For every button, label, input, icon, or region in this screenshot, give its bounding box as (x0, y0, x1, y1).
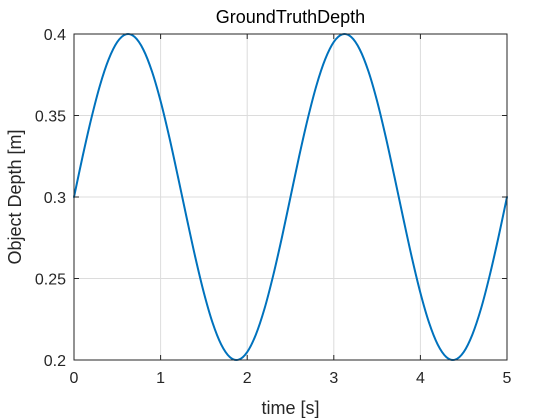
x-tick-label: 3 (329, 370, 338, 387)
y-tick-label: 0.25 (35, 272, 66, 289)
x-tick-label: 5 (503, 370, 512, 387)
series-line (73, 33, 508, 361)
x-axis-label: time [s] (261, 398, 319, 418)
tick-marks (73, 33, 508, 361)
series-layer (73, 33, 508, 361)
y-axis-label: Object Depth [m] (5, 129, 25, 264)
x-tick-label: 1 (156, 370, 165, 387)
y-tick-labels: 0.2 0.25 0.3 0.35 0.4 (35, 27, 66, 370)
y-tick-label: 0.3 (44, 190, 66, 207)
x-tick-labels: 0 1 2 3 4 5 (70, 370, 512, 387)
x-tick-label: 0 (70, 370, 79, 387)
x-tick-label: 4 (416, 370, 425, 387)
y-tick-label: 0.4 (44, 27, 66, 44)
x-tick-label: 2 (243, 370, 252, 387)
chart-title: GroundTruthDepth (216, 7, 365, 27)
y-tick-label: 0.2 (44, 353, 66, 370)
y-tick-label: 0.35 (35, 109, 66, 126)
